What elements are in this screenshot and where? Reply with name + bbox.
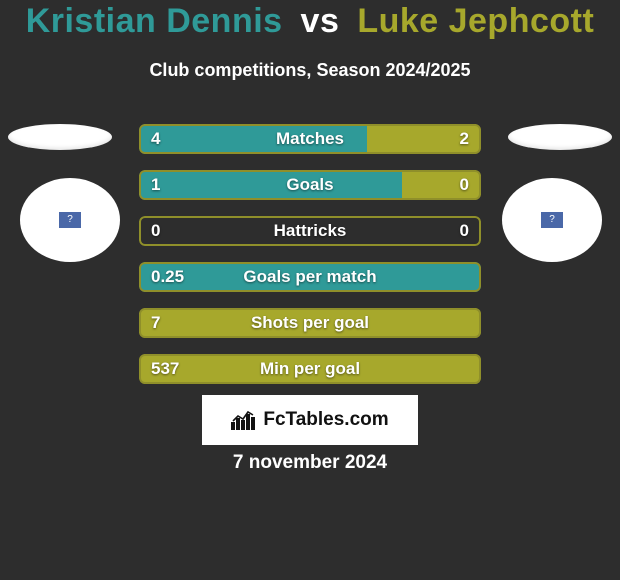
- comparison-infographic: Kristian Dennis vs Luke Jephcott Club co…: [0, 0, 620, 580]
- player-b-name: Luke Jephcott: [357, 2, 594, 40]
- placeholder-badge-icon: ?: [541, 212, 563, 228]
- player-a-name: Kristian Dennis: [26, 2, 283, 40]
- player-b-shadow-ellipse: [508, 124, 612, 150]
- comparison-row: 7Shots per goal: [139, 308, 481, 338]
- brand-text: FcTables.com: [263, 409, 388, 431]
- subtitle: Club competitions, Season 2024/2025: [0, 60, 620, 81]
- comparison-row: 42Matches: [139, 124, 481, 154]
- metric-label: Goals: [139, 170, 481, 200]
- vs-separator: vs: [301, 2, 340, 40]
- player-a-shadow-ellipse: [8, 124, 112, 150]
- player-a-club-badge: ?: [20, 178, 120, 262]
- player-b-club-badge: ?: [502, 178, 602, 262]
- comparison-rows: 42Matches 10Goals 00Hattricks 0.25Goals per…: [139, 124, 481, 384]
- page-title: Kristian Dennis vs Luke Jephcott: [0, 2, 620, 41]
- metric-label: Goals per match: [139, 262, 481, 292]
- metric-label: Hattricks: [139, 216, 481, 246]
- metric-label: Min per goal: [139, 354, 481, 384]
- brand-bars-icon: [231, 410, 259, 430]
- comparison-row: 0.25Goals per match: [139, 262, 481, 292]
- comparison-row: 537Min per goal: [139, 354, 481, 384]
- metric-label: Matches: [139, 124, 481, 154]
- date-label: 7 november 2024: [0, 452, 620, 474]
- comparison-row: 10Goals: [139, 170, 481, 200]
- metric-label: Shots per goal: [139, 308, 481, 338]
- brand-box: FcTables.com: [202, 395, 418, 445]
- comparison-row: 00Hattricks: [139, 216, 481, 246]
- placeholder-badge-icon: ?: [59, 212, 81, 228]
